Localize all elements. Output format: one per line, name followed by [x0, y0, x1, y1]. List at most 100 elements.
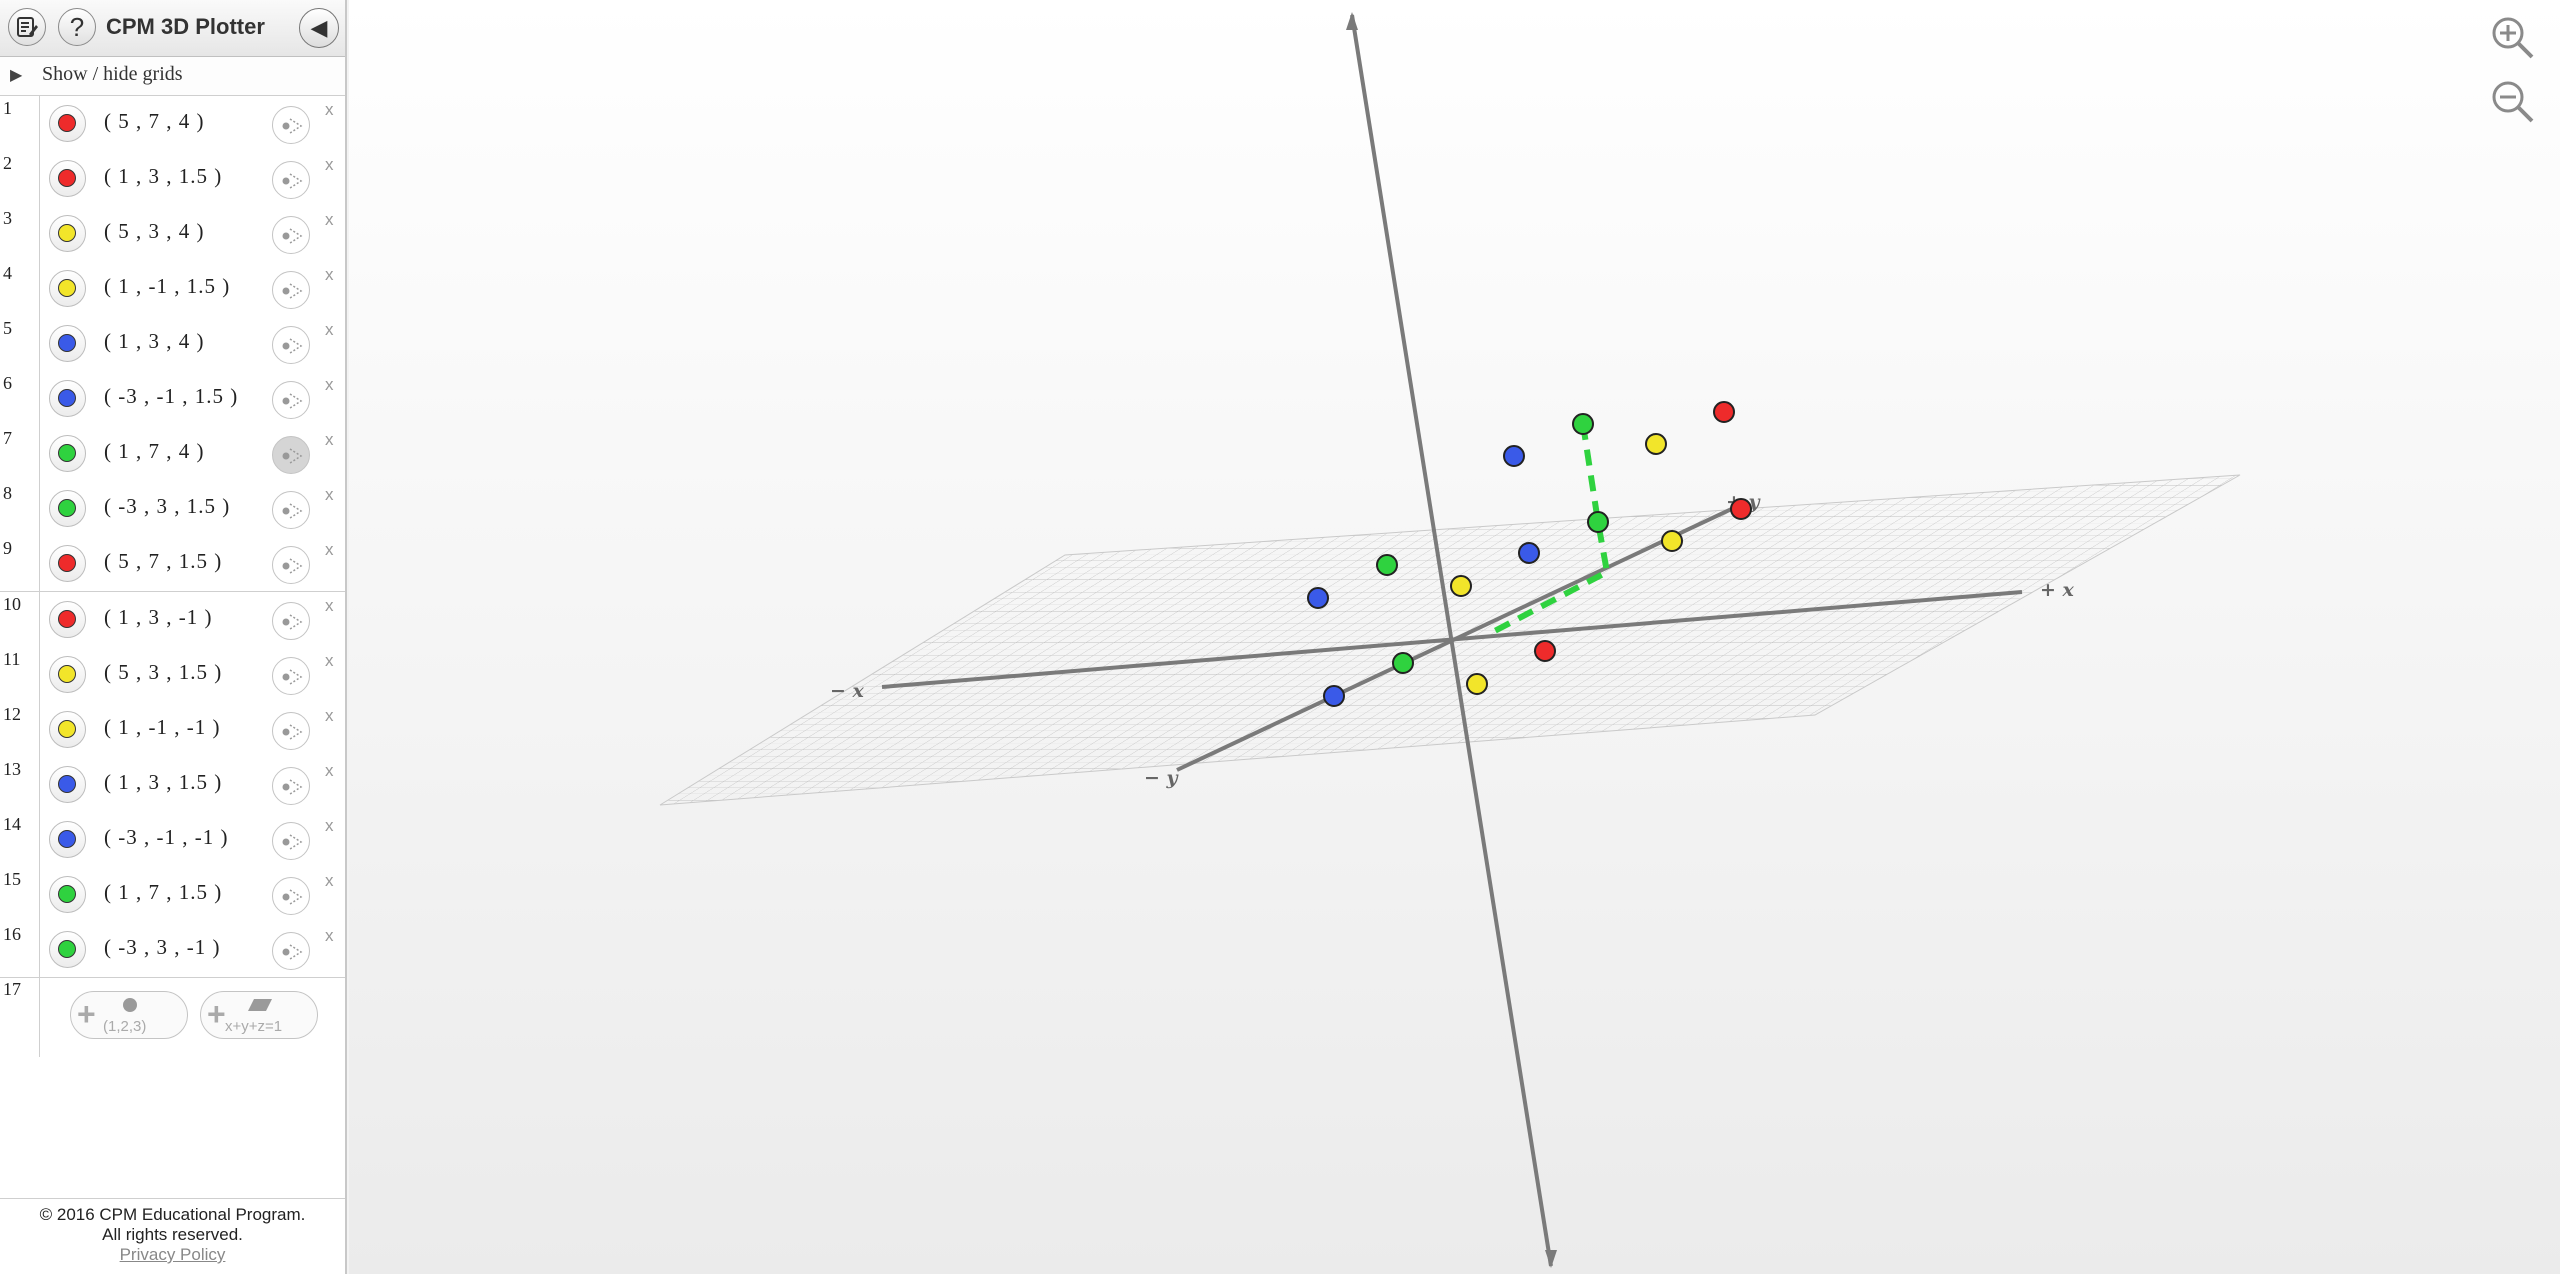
color-picker-button[interactable] [49, 766, 86, 803]
point-row: 5( 1 , 3 , 4 ) x [0, 316, 345, 372]
delete-point-button[interactable]: x [325, 871, 334, 891]
delete-point-button[interactable]: x [325, 816, 334, 836]
add-plane-button[interactable]: + x+y+z=1 [200, 991, 318, 1039]
point-coordinates[interactable]: ( 5 , 7 , 4 ) [104, 109, 205, 134]
row-number: 6 [0, 371, 40, 426]
delete-point-button[interactable]: x [325, 210, 334, 230]
point-coordinates[interactable]: ( 5 , 7 , 1.5 ) [104, 549, 222, 574]
delete-point-button[interactable]: x [325, 485, 334, 505]
point-coordinates[interactable]: ( 1 , 7 , 1.5 ) [104, 880, 222, 905]
delete-point-button[interactable]: x [325, 100, 334, 120]
point-animate-icon [281, 170, 303, 192]
plot-point[interactable] [1467, 674, 1487, 694]
zoom-out-button[interactable] [2486, 76, 2534, 124]
animate-point-button[interactable] [272, 712, 310, 750]
point-coordinates[interactable]: ( 5 , 3 , 4 ) [104, 219, 205, 244]
color-picker-button[interactable] [49, 821, 86, 858]
color-picker-button[interactable] [49, 105, 86, 142]
delete-point-button[interactable]: x [325, 761, 334, 781]
point-coordinates[interactable]: ( -3 , 3 , 1.5 ) [104, 494, 230, 519]
animate-point-button[interactable] [272, 271, 310, 309]
row-number: 15 [0, 867, 40, 922]
color-picker-button[interactable] [49, 490, 86, 527]
delete-point-button[interactable]: x [325, 596, 334, 616]
delete-point-button[interactable]: x [325, 540, 334, 560]
animate-point-button[interactable] [272, 822, 310, 860]
animate-point-button[interactable] [272, 326, 310, 364]
plot-point[interactable] [1573, 414, 1593, 434]
color-picker-button[interactable] [49, 380, 86, 417]
delete-point-button[interactable]: x [325, 375, 334, 395]
point-coordinates[interactable]: ( -3 , -1 , -1 ) [104, 825, 228, 850]
delete-point-button[interactable]: x [325, 430, 334, 450]
plot-point[interactable] [1324, 686, 1344, 706]
color-picker-button[interactable] [49, 711, 86, 748]
plot-point[interactable] [1308, 588, 1328, 608]
animate-point-button[interactable] [272, 491, 310, 529]
plot-point[interactable] [1714, 402, 1734, 422]
animate-point-button[interactable] [272, 161, 310, 199]
point-coordinates[interactable]: ( 1 , -1 , 1.5 ) [104, 274, 230, 299]
color-picker-button[interactable] [49, 325, 86, 362]
show-hide-grids-toggle[interactable]: ▶ Show / hide grids [0, 57, 345, 96]
point-coordinates[interactable]: ( 5 , 3 , 1.5 ) [104, 660, 222, 685]
add-point-button[interactable]: + (1,2,3) [70, 991, 188, 1039]
animate-point-button[interactable] [272, 932, 310, 970]
plot-point[interactable] [1535, 641, 1555, 661]
color-picker-button[interactable] [49, 601, 86, 638]
3d-plot-canvas[interactable]: + x − x − y + y [349, 0, 2560, 1274]
delete-point-button[interactable]: x [325, 651, 334, 671]
animate-point-button[interactable] [272, 106, 310, 144]
point-coordinates[interactable]: ( 1 , 3 , 1.5 ) [104, 164, 222, 189]
plot-point[interactable] [1519, 543, 1539, 563]
delete-point-button[interactable]: x [325, 926, 334, 946]
plot-point[interactable] [1451, 576, 1471, 596]
animate-point-button[interactable] [272, 381, 310, 419]
plot-point[interactable] [1731, 499, 1751, 519]
delete-point-button[interactable]: x [325, 706, 334, 726]
point-row: 13( 1 , 3 , 1.5 ) x [0, 757, 345, 813]
help-button[interactable]: ? [58, 8, 96, 46]
animate-point-button[interactable] [272, 546, 310, 584]
point-animate-icon [281, 886, 303, 908]
animate-point-button[interactable] [272, 877, 310, 915]
privacy-policy-link[interactable]: Privacy Policy [0, 1245, 345, 1265]
plot-point[interactable] [1504, 446, 1524, 466]
plot-point[interactable] [1646, 434, 1666, 454]
row-number: 9 [0, 536, 40, 591]
row-number: 3 [0, 206, 40, 261]
color-picker-button[interactable] [49, 270, 86, 307]
color-picker-button[interactable] [49, 876, 86, 913]
animate-point-button[interactable] [272, 657, 310, 695]
animate-point-button[interactable] [272, 216, 310, 254]
edit-button[interactable] [8, 8, 46, 46]
plot-point[interactable] [1588, 512, 1608, 532]
delete-point-button[interactable]: x [325, 265, 334, 285]
zoom-in-button[interactable] [2486, 12, 2534, 60]
animate-point-button[interactable] [272, 436, 310, 474]
color-picker-button[interactable] [49, 160, 86, 197]
plot-point[interactable] [1393, 653, 1413, 673]
color-picker-button[interactable] [49, 656, 86, 693]
point-row: 12 ( 1 , -1 , -1 ) x [0, 702, 345, 758]
animate-point-button[interactable] [272, 767, 310, 805]
delete-point-button[interactable]: x [325, 155, 334, 175]
point-coordinates[interactable]: ( 1 , -1 , -1 ) [104, 715, 220, 740]
color-picker-button[interactable] [49, 215, 86, 252]
plot-point[interactable] [1377, 555, 1397, 575]
delete-point-button[interactable]: x [325, 320, 334, 340]
color-picker-button[interactable] [49, 435, 86, 472]
plot-point[interactable] [1662, 531, 1682, 551]
point-coordinates[interactable]: ( -3 , 3 , -1 ) [104, 935, 220, 960]
point-animate-icon [281, 115, 303, 137]
point-coordinates[interactable]: ( -3 , -1 , 1.5 ) [104, 384, 238, 409]
color-picker-button[interactable] [49, 931, 86, 968]
point-coordinates[interactable]: ( 1 , 3 , 1.5 ) [104, 770, 222, 795]
animate-point-button[interactable] [272, 602, 310, 640]
point-coordinates[interactable]: ( 1 , 3 , -1 ) [104, 605, 212, 630]
color-dot-icon [58, 885, 76, 903]
collapse-panel-button[interactable]: ◀ [299, 8, 339, 48]
color-picker-button[interactable] [49, 545, 86, 582]
point-coordinates[interactable]: ( 1 , 7 , 4 ) [104, 439, 205, 464]
point-coordinates[interactable]: ( 1 , 3 , 4 ) [104, 329, 205, 354]
